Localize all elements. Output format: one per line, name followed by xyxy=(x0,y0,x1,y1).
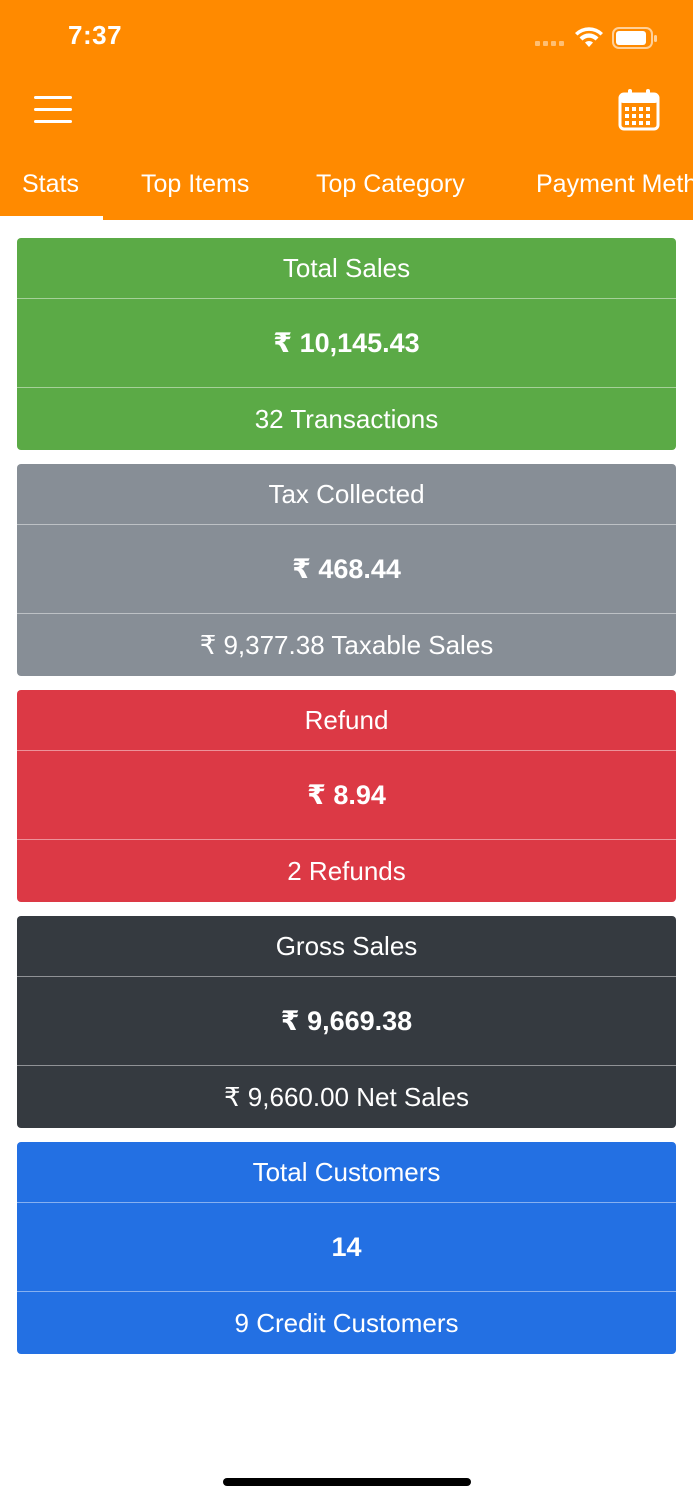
card-divider xyxy=(17,387,676,388)
card-divider xyxy=(17,839,676,840)
app-header: 7:37 xyxy=(0,0,693,220)
tab-payment-methods[interactable]: Payment Methods xyxy=(536,170,693,198)
tab-bar: Stats Top Items Top Category Payment Met… xyxy=(0,160,693,220)
gross-sales-card: Gross Sales ₹ 9,669.38 ₹ 9,660.00 Net Sa… xyxy=(17,916,676,1128)
card-divider xyxy=(17,976,676,977)
total-sales-card: Total Sales ₹ 10,145.43 32 Transactions xyxy=(17,238,676,450)
card-divider xyxy=(17,750,676,751)
card-title: Gross Sales xyxy=(275,930,418,961)
card-subtitle: ₹ 9,377.38 Taxable Sales xyxy=(199,629,494,660)
card-divider xyxy=(17,1291,676,1292)
card-divider xyxy=(17,1065,676,1066)
hamburger-menu-icon[interactable] xyxy=(32,94,74,126)
tax-collected-card: Tax Collected ₹ 468.44 ₹ 9,377.38 Taxabl… xyxy=(17,464,676,676)
card-title: Total Customers xyxy=(252,1156,441,1187)
tab-stats[interactable]: Stats xyxy=(22,170,79,198)
tab-top-category[interactable]: Top Category xyxy=(316,170,465,198)
tab-top-items[interactable]: Top Items xyxy=(141,170,250,198)
total-customers-card: Total Customers 14 9 Credit Customers xyxy=(17,1142,676,1354)
card-divider xyxy=(17,613,676,614)
calendar-icon[interactable] xyxy=(617,88,661,132)
cellular-signal-icon xyxy=(535,41,567,47)
card-divider xyxy=(17,524,676,525)
card-value: ₹ 468.44 xyxy=(292,553,401,584)
card-value: 14 xyxy=(331,1231,362,1262)
status-time: 7:37 xyxy=(68,20,123,50)
card-title: Refund xyxy=(304,704,389,735)
wifi-icon xyxy=(574,26,604,48)
active-tab-indicator xyxy=(0,216,103,220)
card-subtitle: 2 Refunds xyxy=(287,855,406,886)
card-subtitle: 9 Credit Customers xyxy=(234,1307,459,1338)
card-value: ₹ 9,669.38 xyxy=(280,1005,413,1036)
card-subtitle: ₹ 9,660.00 Net Sales xyxy=(224,1081,469,1112)
battery-icon xyxy=(612,26,658,50)
refund-card: Refund ₹ 8.94 2 Refunds xyxy=(17,690,676,902)
card-value: ₹ 10,145.43 xyxy=(273,327,420,358)
card-title: Total Sales xyxy=(282,252,411,283)
home-indicator xyxy=(223,1478,471,1486)
card-divider xyxy=(17,1202,676,1203)
card-title: Tax Collected xyxy=(268,478,425,509)
card-value: ₹ 8.94 xyxy=(307,779,386,810)
card-divider xyxy=(17,298,676,299)
card-subtitle: 32 Transactions xyxy=(254,403,439,434)
